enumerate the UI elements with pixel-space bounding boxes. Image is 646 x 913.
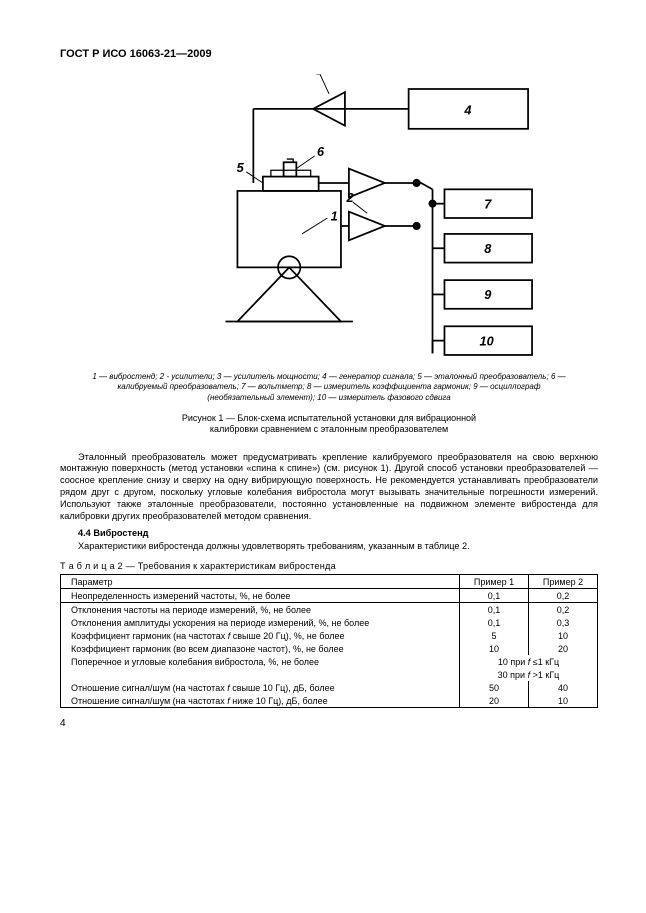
figure-legend: 1 — вибростенд; 2 - усилители; 3 — усили…	[88, 372, 570, 403]
table-row: Поперечное и угловые колебания вибростол…	[61, 655, 598, 668]
diagram-label-3: 3	[315, 74, 322, 78]
page-number: 4	[60, 718, 598, 729]
diagram-label-2: 2	[346, 190, 354, 205]
table-row: Отклонения амплитуды ускорения на период…	[61, 616, 598, 629]
diagram-label-8: 8	[484, 241, 492, 256]
diagram-label-9: 9	[484, 287, 492, 302]
table-row: 30 при f >1 кГц	[61, 668, 598, 681]
diagram-label-5: 5	[237, 160, 245, 175]
table-2: Параметр Пример 1 Пример 2 Неопределенно…	[60, 574, 598, 708]
paragraph-2: Характеристики вибростенда должны удовле…	[60, 541, 598, 553]
table-head-param: Параметр	[61, 575, 460, 589]
table-row: Отклонения частоты на периоде измерений,…	[61, 603, 598, 617]
table-row: Неопределенность измерений частоты, %, н…	[61, 589, 598, 603]
diagram-label-1: 1	[331, 208, 338, 223]
table-row: Коэффициент гармоник (во всем диапазоне …	[61, 642, 598, 655]
diagram-label-4: 4	[463, 102, 471, 117]
figure-1-diagram: 3 4 6 5 1 2 7 8 9 10	[60, 74, 598, 362]
section-heading: 4.4 Вибростенд	[78, 528, 598, 538]
diagram-label-6: 6	[317, 144, 325, 159]
diagram-label-7: 7	[484, 196, 492, 211]
document-code: ГОСТ Р ИСО 16063-21—2009	[60, 48, 598, 60]
table-2-caption: Т а б л и ц а 2 — Требования к характери…	[60, 561, 598, 571]
table-head-ex1: Пример 1	[460, 575, 529, 589]
paragraph-1: Эталонный преобразователь может предусма…	[60, 452, 598, 523]
figure-caption: Рисунок 1 — Блок-схема испытательной уст…	[110, 413, 548, 436]
table-row: Отношение сигнал/шум (на частотах f свыш…	[61, 681, 598, 694]
table-head-ex2: Пример 2	[529, 575, 598, 589]
diagram-label-10: 10	[480, 333, 494, 348]
table-row: Коэффициент гармоник (на частотах f свыш…	[61, 629, 598, 642]
table-row: Отношение сигнал/шум (на частотах f ниже…	[61, 694, 598, 708]
